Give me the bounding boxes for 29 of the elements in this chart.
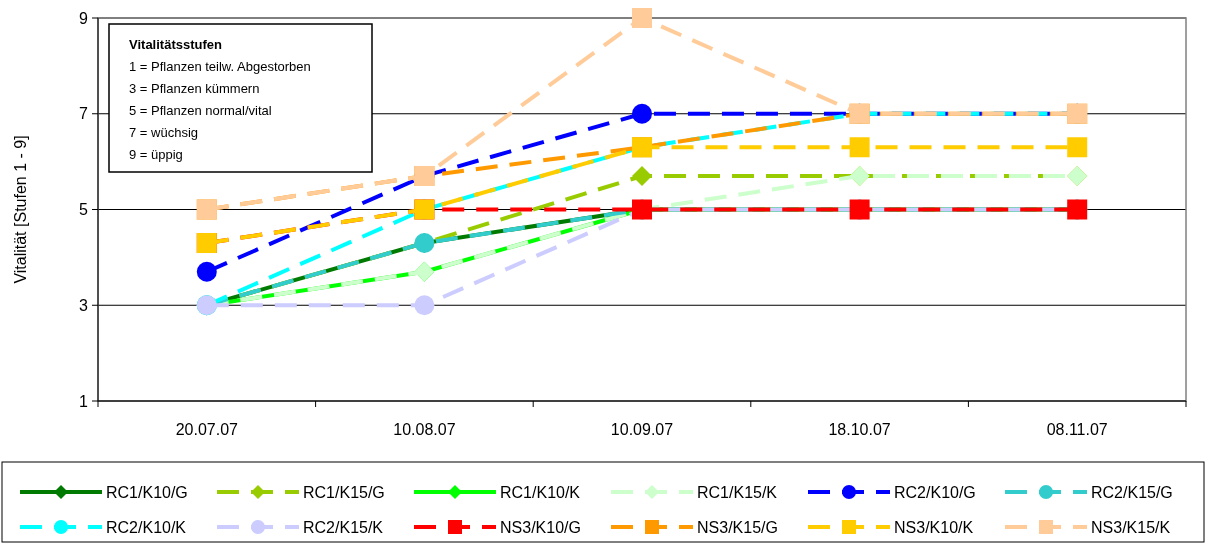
- annotation: 5 = Pflanzen normal/vital: [129, 103, 272, 118]
- annotation: Vitalitätsstufen: [129, 37, 223, 52]
- y-tick-label: 1: [79, 392, 89, 410]
- annotation: 7 = wüchsig: [129, 125, 199, 140]
- legend-label: NS3/K15/K: [1091, 518, 1171, 536]
- legend-label: RC1/K10/G: [106, 483, 188, 501]
- x-tick-label: 20.07.07: [175, 421, 239, 438]
- legend-label: RC2/K10/G: [894, 483, 976, 501]
- y-tick-label: 3: [79, 296, 89, 314]
- legend-label: RC1/K15/G: [303, 483, 385, 501]
- legend-label: RC2/K15/K: [303, 518, 384, 536]
- y-tick-label: 9: [79, 9, 89, 27]
- legend-label: NS3/K15/G: [697, 518, 778, 536]
- legend-label: NS3/K10/K: [894, 518, 974, 536]
- annotation: 1 = Pflanzen teilw. Abgestorben: [129, 59, 311, 74]
- legend-label: RC1/K10/K: [500, 483, 581, 501]
- annotation: 3 = Pflanzen kümmern: [129, 81, 260, 96]
- y-axis-title: Vitalität [Stufen 1 - 9]: [12, 135, 29, 284]
- legend-label: RC1/K15/K: [697, 483, 778, 501]
- y-tick-label: 5: [79, 201, 89, 219]
- y-tick-label: 7: [79, 105, 89, 123]
- legend-label: RC2/K15/G: [1091, 483, 1173, 501]
- x-tick-label: 10.09.07: [610, 421, 674, 438]
- annotation: 9 = üppig: [129, 147, 183, 162]
- legend-label: RC2/K10/K: [106, 518, 187, 536]
- x-tick-label: 08.11.07: [1046, 421, 1108, 438]
- legend-label: NS3/K10/G: [500, 518, 581, 536]
- x-tick-label: 18.10.07: [828, 421, 891, 438]
- x-tick-label: 10.08.07: [393, 421, 456, 438]
